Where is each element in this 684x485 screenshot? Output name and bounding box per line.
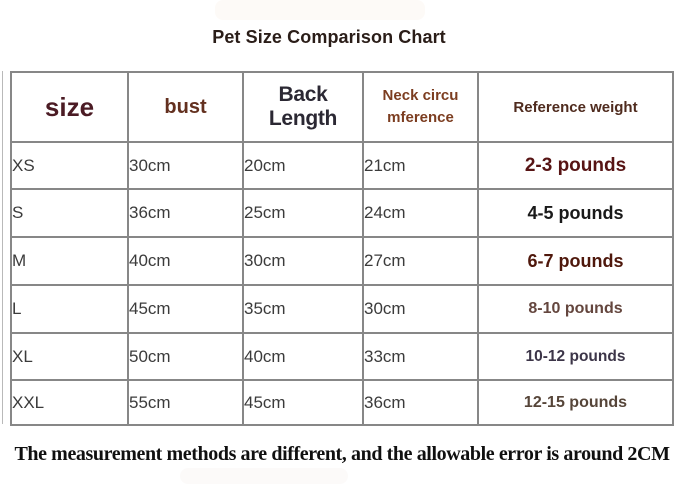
cell-back-length: 25cm — [242, 188, 364, 238]
cell-size: XXL — [10, 379, 129, 426]
cell-weight: 8-10 pounds — [477, 284, 674, 334]
table-row-l: L 45cm 35cm 30cm 8-10 pounds — [10, 284, 674, 334]
cell-neck: 36cm — [362, 379, 479, 426]
cell-bust: 50cm — [127, 332, 244, 381]
cell-neck: 21cm — [362, 141, 479, 190]
cell-bust: 30cm — [127, 141, 244, 190]
table-header-row: size bust Back Length Neck circu mferenc… — [10, 71, 674, 143]
cell-back-length: 20cm — [242, 141, 364, 190]
cell-weight: 12-15 pounds — [477, 379, 674, 426]
size-comparison-table: size bust Back Length Neck circu mferenc… — [10, 71, 674, 426]
cell-bust: 45cm — [127, 284, 244, 334]
faint-artifact-top — [215, 0, 425, 20]
left-edge-artifact-line — [2, 71, 3, 424]
cell-size: XL — [10, 332, 129, 381]
cell-weight: 10-12 pounds — [477, 332, 674, 381]
cell-size: XS — [10, 141, 129, 190]
table-row-xs: XS 30cm 20cm 21cm 2-3 pounds — [10, 141, 674, 190]
cell-size: L — [10, 284, 129, 334]
cell-neck: 27cm — [362, 236, 479, 286]
header-back-length: Back Length — [242, 71, 364, 143]
header-neck-line1: Neck circu — [382, 86, 459, 104]
cell-neck: 24cm — [362, 188, 479, 238]
cell-back-length: 35cm — [242, 284, 364, 334]
faint-artifact-bottom-2 — [248, 468, 348, 484]
cell-back-length: 45cm — [242, 379, 364, 426]
header-bust: bust — [127, 71, 244, 143]
table-row-xl: XL 50cm 40cm 33cm 10-12 pounds — [10, 332, 674, 381]
header-neck-circumference: Neck circu mference — [362, 71, 479, 143]
header-size: size — [10, 71, 129, 143]
cell-weight: 6-7 pounds — [477, 236, 674, 286]
cell-weight: 2-3 pounds — [477, 141, 674, 190]
header-reference-weight: Reference weight — [477, 71, 674, 143]
measurement-note: The measurement methods are different, a… — [14, 443, 670, 465]
table-row-xxl: XXL 55cm 45cm 36cm 12-15 pounds — [10, 379, 674, 426]
table-row-s: S 36cm 25cm 24cm 4-5 pounds — [10, 188, 674, 238]
cell-neck: 33cm — [362, 332, 479, 381]
cell-bust: 55cm — [127, 379, 244, 426]
cell-back-length: 30cm — [242, 236, 364, 286]
header-neck-line2: mference — [387, 109, 454, 126]
cell-bust: 36cm — [127, 188, 244, 238]
cell-bust: 40cm — [127, 236, 244, 286]
cell-back-length: 40cm — [242, 332, 364, 381]
page-title: Pet Size Comparison Chart — [212, 27, 446, 47]
cell-weight: 4-5 pounds — [477, 188, 674, 238]
cell-neck: 30cm — [362, 284, 479, 334]
cell-size: M — [10, 236, 129, 286]
table-row-m: M 40cm 30cm 27cm 6-7 pounds — [10, 236, 674, 286]
cell-size: S — [10, 188, 129, 238]
